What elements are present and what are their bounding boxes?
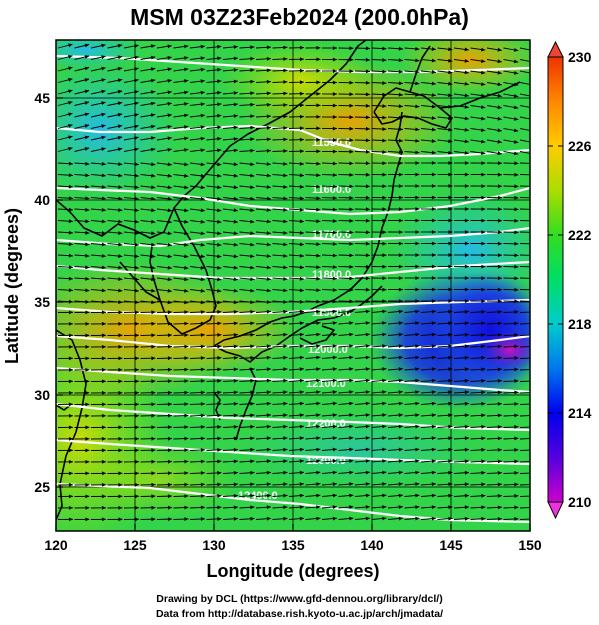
colorbar-min-arrow — [547, 501, 564, 520]
contour-label-11600: 11600.0 — [312, 184, 351, 196]
contour-label-12000: 12000.0 — [308, 344, 348, 356]
colorbar-max-arrow — [547, 40, 564, 58]
contour-label-11900: 11900.0 — [312, 307, 351, 319]
x-tick-label: 150 — [518, 537, 542, 553]
x-axis-title: Longitude (degrees) — [206, 561, 379, 581]
colorbar-tick-label: 230 — [568, 49, 592, 65]
colorbar-tick-label: 210 — [568, 494, 592, 510]
y-tick-label: 30 — [34, 387, 50, 403]
colorbar-tick-label: 218 — [568, 316, 592, 332]
y-axis-title: Latitude (degrees) — [2, 208, 22, 364]
colorbar-tick-label: 226 — [568, 138, 592, 154]
colorbar: 230 226 222 218 214 210 — [547, 40, 592, 520]
credit-line-data: Data from http://database.rish.kyoto-u.a… — [155, 608, 444, 620]
credits: Drawing by DCL (https://www.gfd-dennou.o… — [0, 592, 599, 622]
wind-vectors — [57, 43, 530, 522]
y-tick-label: 40 — [34, 192, 50, 208]
y-tick-label: 45 — [34, 90, 50, 106]
x-axis: 120 125 130 135 140 145 150 Longitude (d… — [44, 524, 542, 581]
x-tick-label: 120 — [44, 537, 68, 553]
contour-label-12200: 12200.0 — [306, 418, 346, 430]
colorbar-tick-label: 222 — [568, 227, 592, 243]
x-tick-label: 145 — [439, 537, 463, 553]
contour-label-12300: 12300.0 — [306, 455, 346, 467]
y-tick-label: 25 — [34, 479, 50, 495]
contour-label-11700: 11700.0 — [312, 229, 351, 241]
colorbar-gradient — [547, 56, 564, 503]
colorbar-tick-label: 214 — [568, 405, 592, 421]
x-tick-label: 125 — [123, 537, 147, 553]
y-tick-label: 35 — [34, 294, 50, 310]
contour-label-12100: 12100.0 — [306, 378, 346, 390]
map-title: MSM 03Z23Feb2024 (200.0hPa) — [130, 4, 469, 30]
x-tick-label: 130 — [202, 537, 226, 553]
credit-line-drawing: Drawing by DCL (https://www.gfd-dennou.o… — [156, 593, 443, 605]
x-tick-label: 135 — [281, 537, 305, 553]
y-axis: 45 40 35 30 25 Latitude (degrees) — [2, 90, 63, 495]
x-tick-label: 140 — [360, 537, 384, 553]
